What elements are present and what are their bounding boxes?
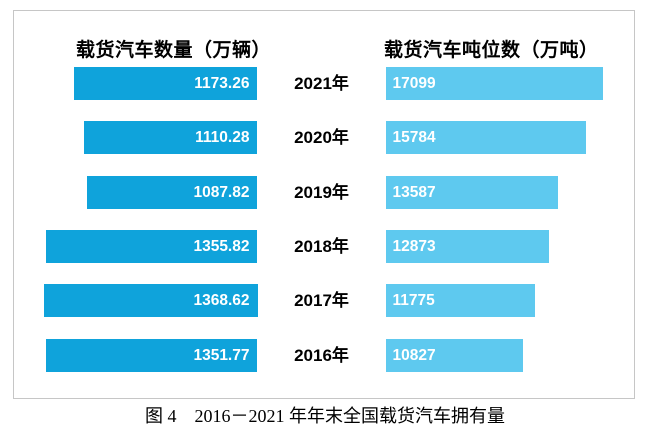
tonnage-bar: 10827 (385, 338, 523, 372)
tonnage-bar: 12873 (385, 229, 549, 263)
truck-count-bar: 1368.62 (43, 284, 258, 318)
year-label: 2021年 (294, 74, 349, 93)
truck-count-bar: 1173.26 (74, 67, 258, 100)
tonnage-bar: 17099 (385, 67, 603, 100)
year-label: 2019年 (294, 182, 349, 202)
chart-rows: 1173.26 2021年 17099 1110.28 2020年 15784 1087.8… (14, 11, 634, 398)
figure-caption: 图 4 2016－2021 年年末全国载货汽车拥有量 (145, 406, 505, 426)
truck-count-bar: 1355.82 (45, 229, 258, 263)
tonnage-bar: 11775 (385, 284, 535, 318)
left-axis-title: 载货汽车数量（万辆） (76, 40, 272, 61)
year-label: 2018年 (294, 236, 349, 256)
tonnage-bar: 13587 (385, 175, 558, 209)
truck-count-bar: 1087.82 (87, 175, 258, 209)
year-label: 2017年 (294, 291, 349, 311)
right-axis-title: 载货汽车吨位数（万吨） (384, 40, 599, 61)
truck-count-bar: 1351.77 (46, 338, 258, 372)
tonnage-bar: 15784 (385, 121, 586, 155)
truck-count-bar: 1110.28 (83, 121, 258, 155)
year-label: 2016年 (294, 345, 349, 365)
year-label: 2020年 (294, 128, 349, 148)
chart-border-box: 载货汽车数量（万辆） 载货汽车吨位数（万吨） 1173.26 2021年 17099… (13, 10, 635, 399)
